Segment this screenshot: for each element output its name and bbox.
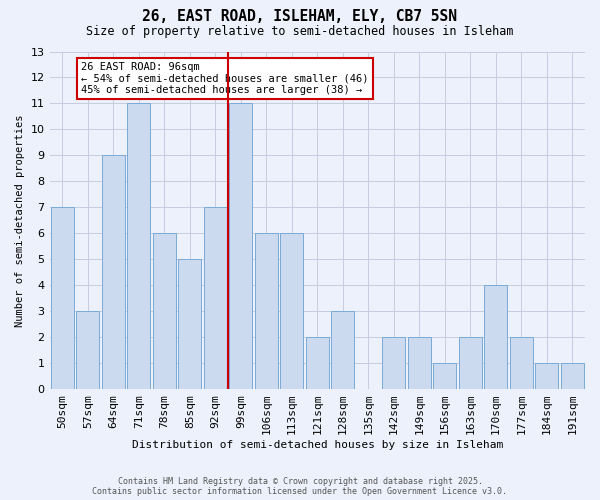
Text: Contains HM Land Registry data © Crown copyright and database right 2025.
Contai: Contains HM Land Registry data © Crown c… (92, 476, 508, 496)
Bar (510, 337, 533, 389)
Text: 26, EAST ROAD, ISLEHAM, ELY, CB7 5SN: 26, EAST ROAD, ISLEHAM, ELY, CB7 5SN (143, 9, 458, 24)
Bar (408, 337, 431, 389)
Bar (178, 259, 201, 389)
Bar (280, 234, 303, 389)
Bar (153, 234, 176, 389)
Bar (433, 363, 456, 389)
Text: Size of property relative to semi-detached houses in Isleham: Size of property relative to semi-detach… (86, 25, 514, 38)
Bar (306, 337, 329, 389)
Text: 26 EAST ROAD: 96sqm
← 54% of semi-detached houses are smaller (46)
45% of semi-d: 26 EAST ROAD: 96sqm ← 54% of semi-detach… (82, 62, 369, 95)
Bar (331, 311, 354, 389)
Bar (229, 104, 252, 389)
Y-axis label: Number of semi-detached properties: Number of semi-detached properties (15, 114, 25, 326)
Bar (127, 104, 150, 389)
Bar (382, 337, 405, 389)
Bar (76, 311, 99, 389)
Bar (102, 156, 125, 389)
Bar (459, 337, 482, 389)
Bar (484, 285, 507, 389)
Bar (561, 363, 584, 389)
X-axis label: Distribution of semi-detached houses by size in Isleham: Distribution of semi-detached houses by … (131, 440, 503, 450)
Bar (255, 234, 278, 389)
Bar (204, 208, 227, 389)
Bar (51, 208, 74, 389)
Bar (535, 363, 558, 389)
